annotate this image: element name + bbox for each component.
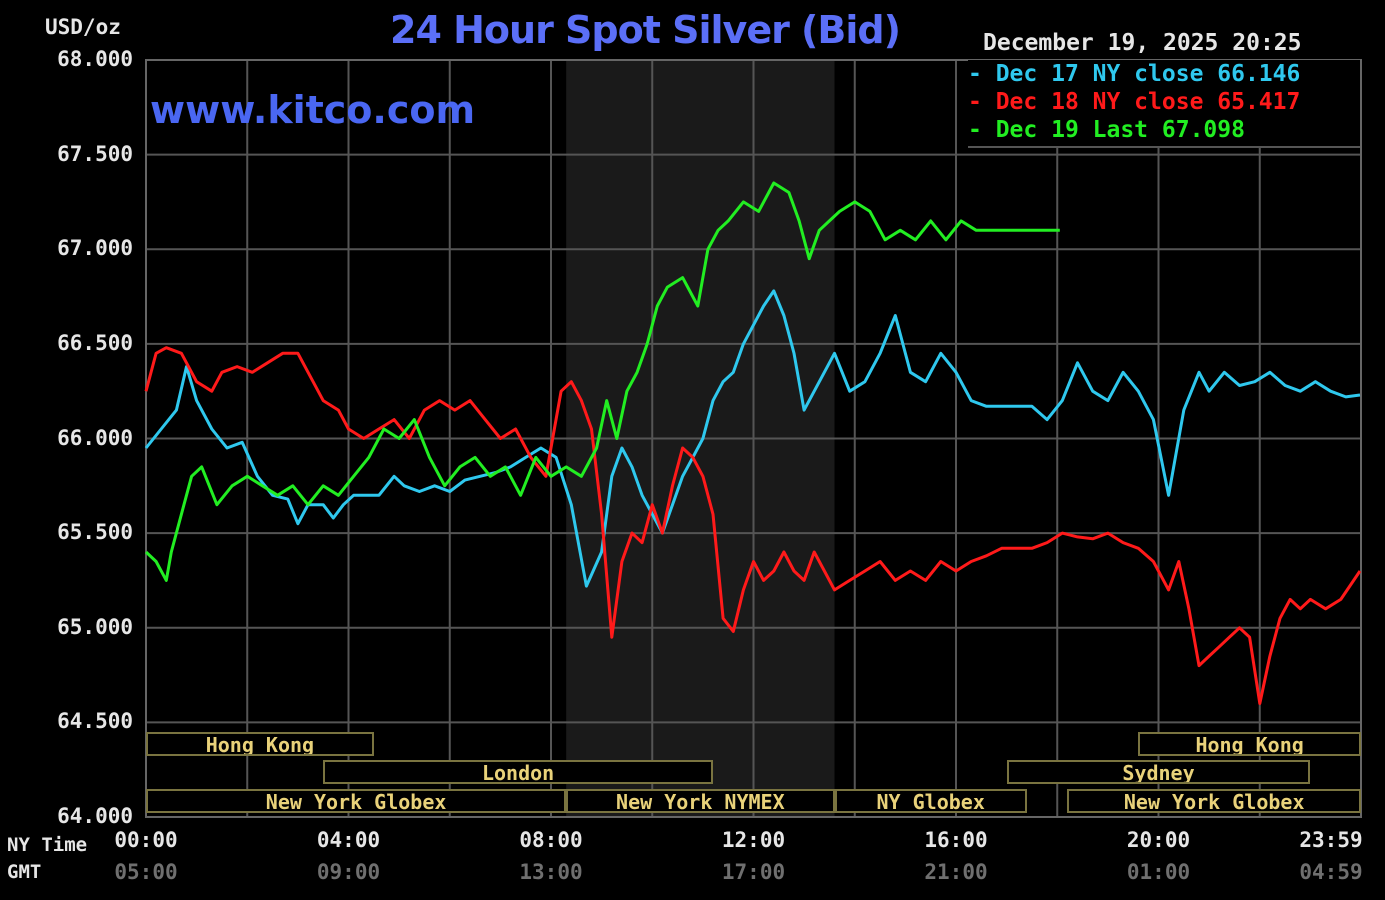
x-tick-label-ny: 16:00 xyxy=(924,828,988,852)
chart-title: 24 Hour Spot Silver (Bid) xyxy=(390,8,901,52)
x-tick-label-gmt: 09:00 xyxy=(316,860,381,884)
gmt-row-label: GMT xyxy=(7,861,42,883)
y-tick-label: 67.500 xyxy=(57,141,133,166)
legend-label-dec18: Dec 18 NY close 65.417 xyxy=(995,89,1301,115)
legend-label-dec17: Dec 17 NY close 66.146 xyxy=(995,61,1301,87)
kitco-watermark: www.kitco.com xyxy=(150,88,476,132)
timestamp: December 19, 2025 20:25 xyxy=(983,30,1302,56)
x-tick-label-gmt: 13:00 xyxy=(519,860,583,884)
y-tick-label: 67.000 xyxy=(57,236,133,261)
x-tick-label-ny: 20:00 xyxy=(1126,828,1191,852)
x-tick-label-ny: 04:00 xyxy=(316,828,381,852)
x-tick-label-ny: 12:00 xyxy=(721,828,786,852)
series-line-0 xyxy=(144,289,1361,588)
legend-swatch-dec18: - xyxy=(968,89,996,115)
legend-item-dec17: - Dec 17 NY close 66.146 xyxy=(968,60,1360,88)
x-tick-label-gmt: 05:00 xyxy=(114,860,178,884)
session-box: New York Globex xyxy=(1067,789,1361,813)
ny-time-row-label: NY Time xyxy=(7,834,88,856)
plot-frame xyxy=(145,59,1362,818)
session-box: Hong Kong xyxy=(1138,732,1361,756)
session-box: Hong Kong xyxy=(146,732,374,756)
y-tick-label: 66.500 xyxy=(57,330,133,355)
y-tick-label: 64.000 xyxy=(57,804,133,828)
x-tick-label-ny: 08:00 xyxy=(519,828,583,852)
y-tick-label: 68.000 xyxy=(57,47,133,71)
y-tick-label: 66.000 xyxy=(57,425,133,450)
y-axis-unit: USD/oz xyxy=(45,15,121,39)
x-tick-label-ny: 23:59 xyxy=(1299,828,1363,852)
x-tick-label-gmt: 04:59 xyxy=(1299,860,1363,884)
series-line-1 xyxy=(144,346,1362,705)
session-box: NY Globex xyxy=(834,789,1027,813)
session-box: New York Globex xyxy=(146,789,567,813)
session-box: New York NYMEX xyxy=(566,789,835,813)
legend-item-dec19: - Dec 19 Last 67.098 xyxy=(968,116,1360,144)
legend-swatch-dec17: - xyxy=(968,61,996,87)
x-tick-label-gmt: 17:00 xyxy=(721,860,786,884)
x-tick-label-gmt: 21:00 xyxy=(924,860,988,884)
legend-swatch-dec19: - xyxy=(968,117,996,143)
legend-label-dec19: Dec 19 Last 67.098 xyxy=(995,117,1245,143)
session-box: London xyxy=(323,760,713,784)
series-lines xyxy=(144,181,1362,705)
series-line-2 xyxy=(144,181,1060,582)
x-tick-label-ny: 00:00 xyxy=(114,828,178,852)
y-tick-label: 64.500 xyxy=(57,709,133,734)
legend: - Dec 17 NY close 66.146 - Dec 18 NY clo… xyxy=(968,60,1360,148)
y-tick-label: 65.000 xyxy=(57,614,133,639)
y-tick-label: 65.500 xyxy=(57,520,133,545)
legend-item-dec18: - Dec 18 NY close 65.417 xyxy=(968,88,1360,116)
x-tick-label-gmt: 01:00 xyxy=(1126,860,1191,884)
session-box: Sydney xyxy=(1006,760,1311,784)
